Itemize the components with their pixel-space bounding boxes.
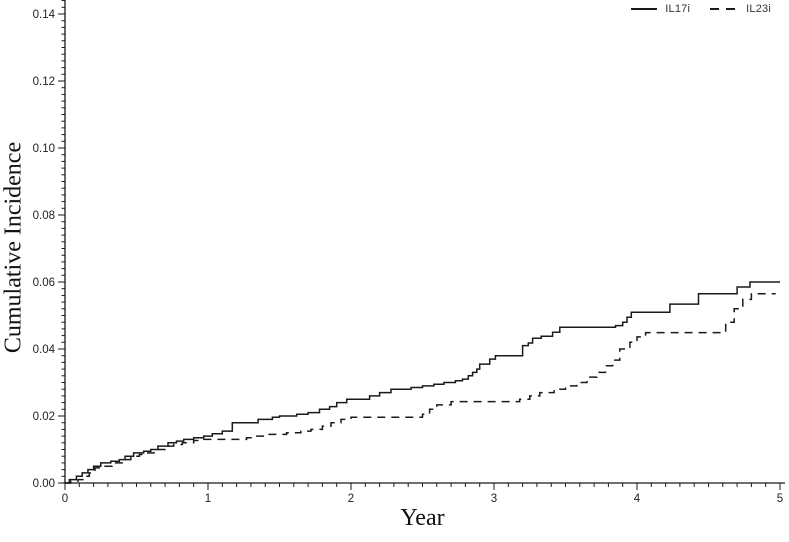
dashed-line-swatch-icon bbox=[710, 8, 739, 10]
legend-label-il23i: IL23i bbox=[746, 3, 771, 15]
y-tick-label: 0.02 bbox=[33, 411, 55, 423]
solid-line-swatch-icon bbox=[631, 8, 658, 10]
y-tick-label: 0.00 bbox=[33, 478, 55, 490]
x-tick-label: 5 bbox=[777, 493, 783, 505]
x-tick-label: 1 bbox=[205, 493, 211, 505]
y-axis-title: Cumulative Incidence bbox=[0, 141, 27, 354]
y-tick-label: 0.08 bbox=[33, 210, 55, 222]
legend: IL17i IL23i bbox=[631, 3, 771, 15]
x-tick-label: 4 bbox=[634, 493, 641, 505]
y-tick-label: 0.04 bbox=[33, 344, 56, 356]
legend-item-il17i: IL17i bbox=[631, 3, 690, 15]
legend-label-il17i: IL17i bbox=[665, 3, 691, 15]
y-tick-label: 0.10 bbox=[33, 143, 55, 155]
x-axis-title: Year bbox=[400, 505, 445, 531]
series-curve-il17i bbox=[65, 281, 780, 484]
y-tick-label: 0.06 bbox=[33, 277, 55, 289]
y-tick-label: 0.12 bbox=[33, 76, 55, 88]
x-tick-label: 2 bbox=[348, 493, 354, 505]
y-tick-label: 0.14 bbox=[33, 9, 56, 21]
x-tick-label: 0 bbox=[62, 493, 68, 505]
legend-item-il23i: IL23i bbox=[710, 3, 771, 15]
x-tick-label: 3 bbox=[491, 493, 497, 505]
series-curve-il23i bbox=[65, 292, 776, 484]
